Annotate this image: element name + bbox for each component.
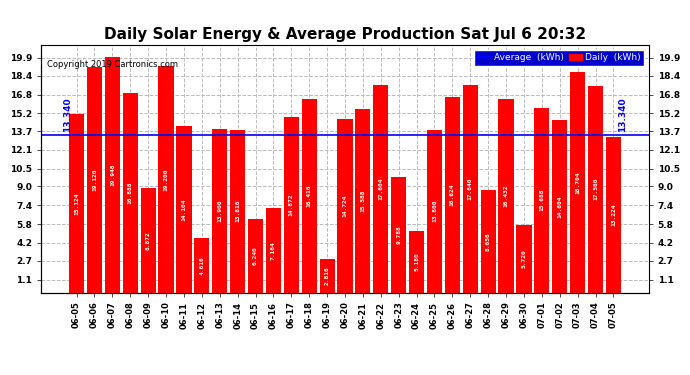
Text: 17.560: 17.560 [593,178,598,200]
Bar [302,99,317,292]
Text: 8.656: 8.656 [486,232,491,251]
Bar [230,130,245,292]
Bar [123,93,138,292]
Bar [373,85,388,292]
Bar [570,72,585,292]
Text: 18.704: 18.704 [575,171,580,194]
Bar [195,238,210,292]
Bar [337,119,353,292]
Text: 19.200: 19.200 [164,168,168,190]
Bar [284,117,299,292]
Text: 8.872: 8.872 [146,231,150,250]
Bar [105,57,120,292]
Bar [445,97,460,292]
Title: Daily Solar Energy & Average Production Sat Jul 6 20:32: Daily Solar Energy & Average Production … [104,27,586,42]
Bar [141,188,156,292]
Bar [87,67,102,292]
Text: 14.872: 14.872 [289,194,294,216]
Text: 13.800: 13.800 [432,200,437,222]
Text: 16.416: 16.416 [307,184,312,207]
Bar [248,219,263,292]
Text: 4.616: 4.616 [199,256,204,274]
Text: 7.164: 7.164 [271,241,276,260]
Text: 14.604: 14.604 [558,195,562,218]
Text: 19.120: 19.120 [92,169,97,191]
Bar [480,190,495,292]
Text: 15.688: 15.688 [540,189,544,211]
Text: 17.640: 17.640 [468,177,473,200]
Text: 13.816: 13.816 [235,200,240,222]
Bar [463,85,478,292]
Bar [606,136,621,292]
Text: 14.104: 14.104 [181,198,186,220]
Bar [427,130,442,292]
Bar [409,231,424,292]
Bar [588,86,603,292]
Bar [498,99,513,292]
Text: 15.124: 15.124 [74,192,79,214]
Text: Copyright 2019 Cartronics.com: Copyright 2019 Cartronics.com [48,60,179,69]
Text: 15.588: 15.588 [360,189,366,212]
Bar [391,177,406,292]
Text: 13.224: 13.224 [611,203,616,226]
Bar [534,108,549,292]
Bar [355,109,371,292]
Text: 16.624: 16.624 [450,183,455,206]
Bar [69,114,84,292]
Text: 5.720: 5.720 [522,249,526,268]
Text: 17.604: 17.604 [378,177,383,200]
Bar [266,208,281,292]
Bar [516,225,531,292]
Text: 9.788: 9.788 [396,225,401,244]
Bar [177,126,192,292]
Bar [552,120,567,292]
Bar [159,66,174,292]
Text: 19.948: 19.948 [110,164,115,186]
Text: 6.240: 6.240 [253,246,258,265]
Text: 2.816: 2.816 [324,267,330,285]
Legend: Average  (kWh), Daily  (kWh): Average (kWh), Daily (kWh) [474,50,644,66]
Text: 13.340: 13.340 [63,97,72,132]
Text: 5.180: 5.180 [414,253,419,272]
Text: 13.900: 13.900 [217,200,222,222]
Bar [319,259,335,292]
Text: 16.432: 16.432 [504,184,509,207]
Text: 16.888: 16.888 [128,182,132,204]
Text: 13.340: 13.340 [618,97,627,132]
Text: 14.724: 14.724 [342,195,348,217]
Bar [212,129,227,292]
